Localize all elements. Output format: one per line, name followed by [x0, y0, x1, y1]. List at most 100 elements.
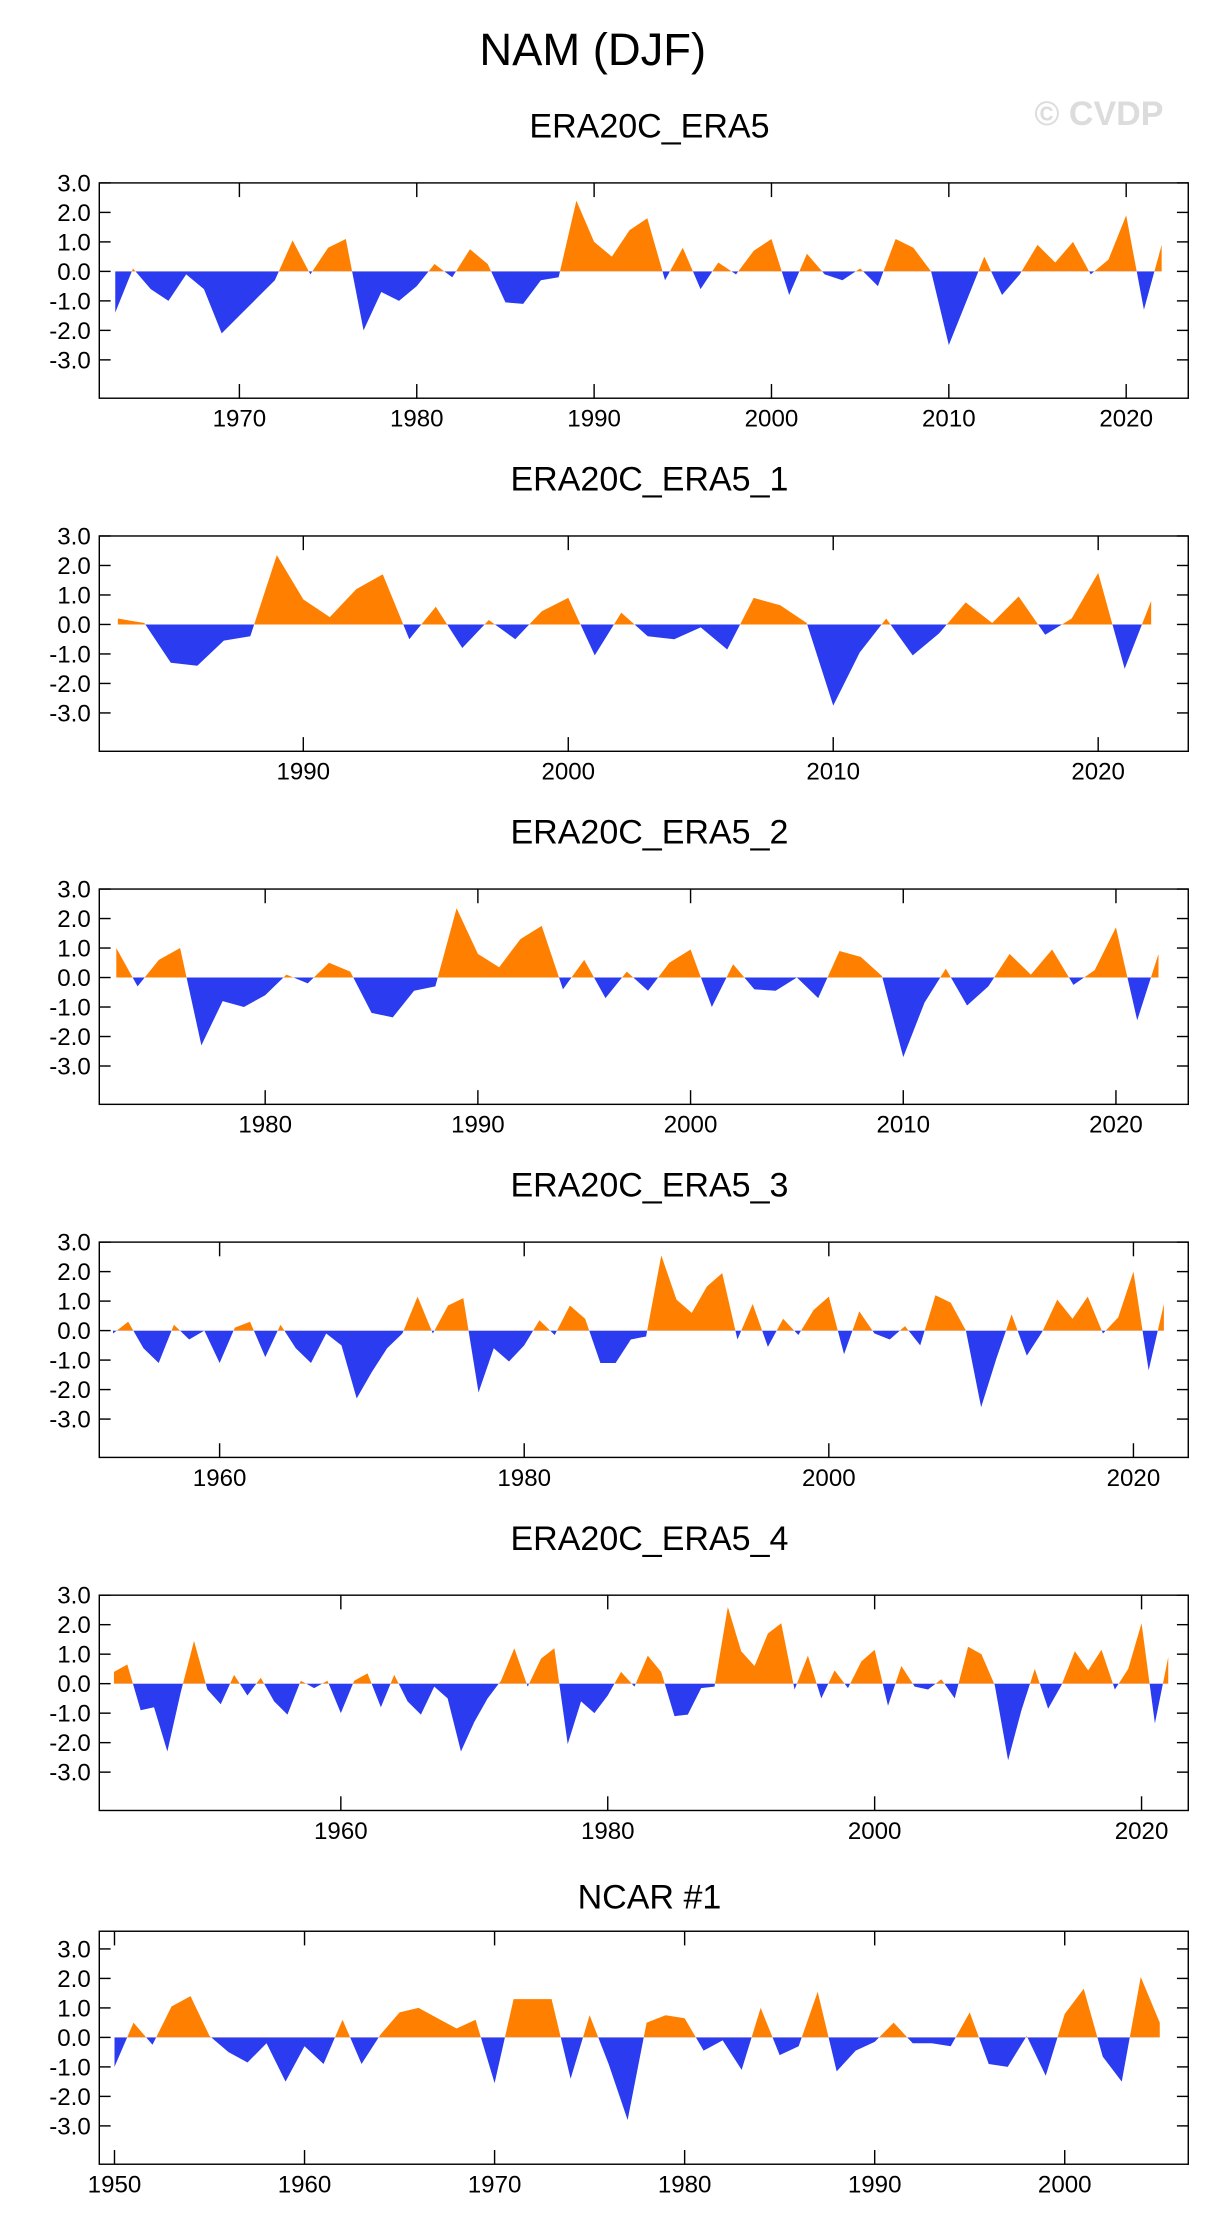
panel-title: ERA20C_ERA5	[529, 108, 769, 146]
y-tick-label: -2.0	[49, 1730, 91, 1757]
y-tick-label: 3.0	[57, 1230, 90, 1257]
y-tick-label: -3.0	[49, 1760, 91, 1787]
y-tick-label: 2.0	[57, 1966, 90, 1993]
x-tick-label: 1960	[193, 1465, 247, 1492]
x-tick-label: 2000	[664, 1112, 718, 1139]
x-tick-label: 2010	[806, 759, 860, 786]
x-tick-label: 1980	[238, 1112, 292, 1139]
y-tick-label: -1.0	[49, 1348, 91, 1375]
panel-title: ERA20C_ERA5_2	[510, 814, 788, 852]
plot-frame	[98, 1930, 1189, 2165]
plot-frame	[98, 1594, 1189, 1812]
panel: NCAR #1 3.0 2.01.0 0.0-1.0 -2.0-3.0 1950 1960 1…	[49, 1879, 1189, 2199]
area-positive	[115, 200, 1162, 272]
panel-title: NCAR #1	[578, 1879, 722, 1917]
area-negative	[132, 977, 1151, 1058]
y-tick-label: -2.0	[49, 1377, 91, 1404]
y-tick-label: -2.0	[49, 1024, 91, 1051]
panel: ERA20C_ERA5_4 3.02.0 1.00.0 -1.0-2.0 -3.0 196…	[49, 1520, 1189, 1845]
x-tick-label: 2020	[1089, 1112, 1143, 1139]
panel: ERA20C_ERA5_3 3.02.0 1.00.0 -1.0-2.0 -3.0 196…	[49, 1167, 1189, 1492]
area-positive	[116, 908, 1159, 978]
y-tick-label: 2.0	[57, 1612, 90, 1639]
y-tick-label: -3.0	[49, 2113, 91, 2140]
x-tick-label: 1980	[390, 406, 444, 433]
x-tick-label: 1990	[277, 759, 331, 786]
plot-frame	[98, 888, 1189, 1106]
y-tick-label: -2.0	[49, 2084, 91, 2111]
y-tick-label: 2.0	[57, 553, 90, 580]
plot-frame	[98, 535, 1189, 752]
y-tick-label: -1.0	[49, 995, 91, 1022]
y-tick-label: 2.0	[57, 1259, 90, 1286]
x-tick-label: 1990	[567, 406, 621, 433]
panel: ERA20C_ERA5_1 3.0 2.01.0 0.0-1.0 -2.0-3.0 199…	[49, 461, 1189, 786]
y-tick-label: -2.0	[49, 671, 91, 698]
x-tick-label: 2000	[802, 1465, 856, 1492]
y-tick-label: 1.0	[57, 229, 90, 256]
y-tick-label: -1.0	[49, 1701, 91, 1728]
x-tick-label: 1980	[497, 1465, 551, 1492]
y-tick-label: 0.0	[57, 259, 90, 286]
x-tick-label: 1960	[278, 2172, 332, 2199]
area-negative	[132, 1683, 1163, 1761]
area-negative	[117, 624, 1152, 706]
x-tick-label: 1970	[468, 2172, 522, 2199]
x-tick-label: 2010	[876, 1112, 930, 1139]
y-tick-label: 3.0	[57, 877, 90, 904]
area-negative	[114, 2037, 1130, 2120]
y-tick-label: 1.0	[57, 582, 90, 609]
panel: ERA20C_ERA5 3.0 2.01.0 0.0-1.0 -2.0-3.0 1970 1…	[49, 108, 1189, 433]
y-tick-label: 0.0	[57, 1318, 90, 1345]
y-tick-label: -3.0	[49, 347, 91, 374]
x-tick-label: 2000	[1038, 2172, 1092, 2199]
panel-title: ERA20C_ERA5_1	[510, 461, 788, 499]
y-tick-label: -1.0	[49, 2054, 91, 2081]
x-tick-label: 1990	[451, 1112, 505, 1139]
x-tick-label: 1980	[581, 1818, 635, 1845]
y-tick-label: 3.0	[57, 523, 90, 550]
area-positive	[112, 1255, 1164, 1331]
area-negative	[112, 1330, 1158, 1408]
figure-title: NAM (DJF)	[479, 24, 706, 75]
x-tick-label: 2020	[1071, 759, 1125, 786]
y-tick-label: -2.0	[49, 318, 91, 345]
x-tick-label: 2010	[922, 406, 976, 433]
x-tick-label: 2000	[745, 406, 799, 433]
x-tick-label: 2000	[541, 759, 595, 786]
y-tick-label: 2.0	[57, 200, 90, 227]
y-tick-label: 0.0	[57, 612, 90, 639]
y-tick-label: 2.0	[57, 906, 90, 933]
y-tick-label: 1.0	[57, 1642, 90, 1669]
x-tick-label: 1980	[658, 2172, 712, 2199]
y-tick-label: 0.0	[57, 965, 90, 992]
y-tick-label: 3.0	[57, 1936, 90, 1963]
y-tick-label: 1.0	[57, 936, 90, 963]
watermark: © CVDP	[1034, 95, 1163, 133]
plot-frame	[98, 1241, 1189, 1459]
panel-title: ERA20C_ERA5_3	[510, 1167, 788, 1205]
panel-title: ERA20C_ERA5_4	[510, 1520, 788, 1558]
y-tick-label: 1.0	[57, 1289, 90, 1316]
y-tick-label: -3.0	[49, 700, 91, 727]
y-tick-label: -1.0	[49, 288, 91, 315]
y-tick-label: 3.0	[57, 170, 90, 197]
y-tick-label: -3.0	[49, 1407, 91, 1434]
y-tick-label: 0.0	[57, 2025, 90, 2052]
y-tick-label: 1.0	[57, 1995, 90, 2022]
x-tick-label: 1990	[848, 2172, 902, 2199]
y-tick-label: 0.0	[57, 1671, 90, 1698]
y-tick-label: -1.0	[49, 641, 91, 668]
x-tick-label: 2020	[1107, 1465, 1161, 1492]
x-tick-label: 2020	[1099, 406, 1153, 433]
y-tick-label: -3.0	[49, 1054, 91, 1081]
x-tick-label: 1950	[88, 2172, 142, 2199]
x-tick-label: 2000	[848, 1818, 902, 1845]
plot-frame	[98, 182, 1189, 399]
x-tick-label: 1970	[213, 406, 267, 433]
x-tick-label: 2020	[1115, 1818, 1169, 1845]
panel: ERA20C_ERA5_2 3.02.0 1.00.0 -1.0-2.0 -3.0 198…	[49, 814, 1189, 1139]
y-tick-label: 3.0	[57, 1583, 90, 1610]
